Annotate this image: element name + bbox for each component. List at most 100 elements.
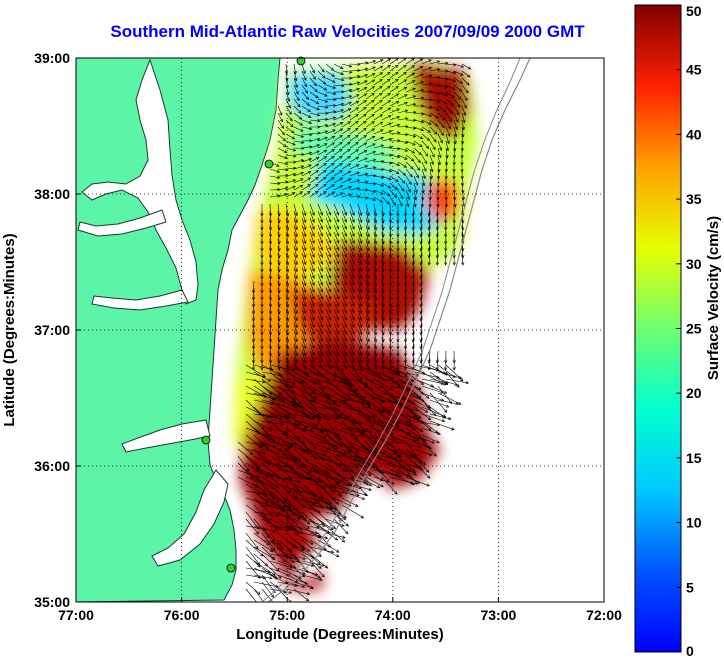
velocity-vector (420, 224, 423, 237)
velocity-vector (317, 183, 327, 191)
velocity-vector-head (336, 331, 340, 335)
velocity-vector (341, 469, 367, 476)
velocity-vector (253, 504, 270, 524)
velocity-vector (301, 252, 306, 265)
velocity-vector-head (466, 82, 470, 86)
velocity-vector-head (344, 317, 348, 321)
velocity-vector (453, 105, 460, 115)
velocity-vector (421, 119, 432, 125)
velocity-vector-head (376, 429, 381, 433)
velocity-vector (245, 553, 261, 568)
velocity-vector (333, 63, 344, 69)
velocity-vector-head (256, 475, 260, 479)
velocity-vector (269, 252, 271, 265)
velocity-vector (277, 497, 296, 516)
velocity-vector-head (347, 148, 351, 153)
velocity-vector-head (320, 317, 324, 321)
velocity-vector-head (366, 338, 370, 343)
velocity-vector (285, 245, 289, 258)
velocity-vector-head (336, 240, 340, 244)
velocity-vector-head (351, 317, 355, 321)
velocity-vector (301, 273, 306, 286)
velocity-vector-head (265, 446, 270, 451)
velocity-vector-head (283, 143, 287, 148)
velocity-vector (373, 224, 377, 237)
velocity-vector-head (428, 59, 432, 63)
velocity-vector-head (454, 382, 459, 386)
velocity-vector-head (258, 445, 263, 449)
velocity-vector-head (286, 254, 290, 259)
velocity-vector (421, 189, 424, 200)
velocity-vector (373, 266, 377, 279)
velocity-vector (357, 371, 374, 383)
velocity-vector (285, 427, 301, 440)
velocity-vector-head (411, 332, 415, 336)
velocity-vector (309, 441, 331, 450)
velocity-vector (269, 322, 271, 335)
velocity-vector (349, 195, 360, 198)
velocity-vector (389, 182, 398, 190)
velocity-vector (277, 553, 298, 560)
velocity-vector-head (444, 169, 448, 173)
velocity-vector (293, 210, 298, 223)
velocity-vector-head (308, 164, 312, 168)
velocity-vector (317, 294, 323, 307)
velocity-vector-head (380, 409, 384, 413)
velocity-vector (357, 135, 367, 142)
velocity-vector (381, 259, 384, 272)
velocity-vector-head (403, 325, 408, 329)
velocity-vector (317, 245, 323, 258)
velocity-vector (317, 105, 328, 108)
velocity-vector-head (371, 135, 376, 139)
colorbar-tick-label: 5 (686, 579, 694, 595)
velocity-vector-head (328, 233, 332, 237)
velocity-vector-head (359, 212, 363, 217)
velocity-vector (301, 322, 306, 335)
velocity-vector-head (338, 493, 342, 498)
velocity-vector (437, 385, 452, 404)
velocity-vector (437, 98, 447, 105)
velocity-vector (436, 350, 439, 363)
velocity-vector-head (336, 310, 340, 314)
velocity-vector (293, 301, 298, 314)
velocity-vector (429, 406, 446, 419)
velocity-vector (437, 126, 444, 136)
velocity-vector (413, 399, 431, 410)
velocity-vector-head (338, 462, 343, 466)
shelf-break-line-2 (261, 58, 521, 602)
velocity-vector-head (442, 415, 447, 419)
velocity-vector-head (392, 202, 397, 206)
velocity-vector-head (344, 212, 348, 216)
velocity-vector-head (294, 219, 298, 224)
velocity-vector-head (332, 79, 336, 83)
velocity-vector (261, 525, 275, 543)
velocity-vector (381, 65, 391, 72)
velocity-vector (333, 504, 346, 521)
velocity-vector-head (339, 177, 344, 181)
velocity-vector (293, 231, 298, 244)
velocity-vector-head (301, 585, 306, 589)
velocity-vector-head (288, 476, 292, 480)
velocity-vector (269, 308, 271, 321)
velocity-vector-head (299, 191, 304, 195)
velocity-vector-head (379, 78, 383, 83)
velocity-vector (389, 378, 411, 391)
velocity-vector-head (336, 275, 340, 279)
velocity-vector (317, 497, 337, 511)
velocity-vector (381, 196, 390, 205)
velocity-vector (333, 371, 352, 392)
velocity-vector-head (376, 485, 381, 489)
velocity-vector (293, 357, 298, 370)
velocity-vector (429, 385, 447, 394)
velocity-vector (269, 217, 271, 230)
velocity-vector-head (276, 163, 280, 167)
velocity-vector (389, 116, 400, 121)
velocity-vector-head (351, 331, 355, 335)
velocity-vector (317, 137, 328, 142)
velocity-vector (333, 177, 343, 184)
velocity-vector (285, 231, 289, 244)
velocity-vector-head (328, 240, 332, 244)
velocity-vector-head (268, 290, 273, 294)
velocity-vector-head (461, 234, 465, 238)
velocity-vector (373, 301, 377, 314)
